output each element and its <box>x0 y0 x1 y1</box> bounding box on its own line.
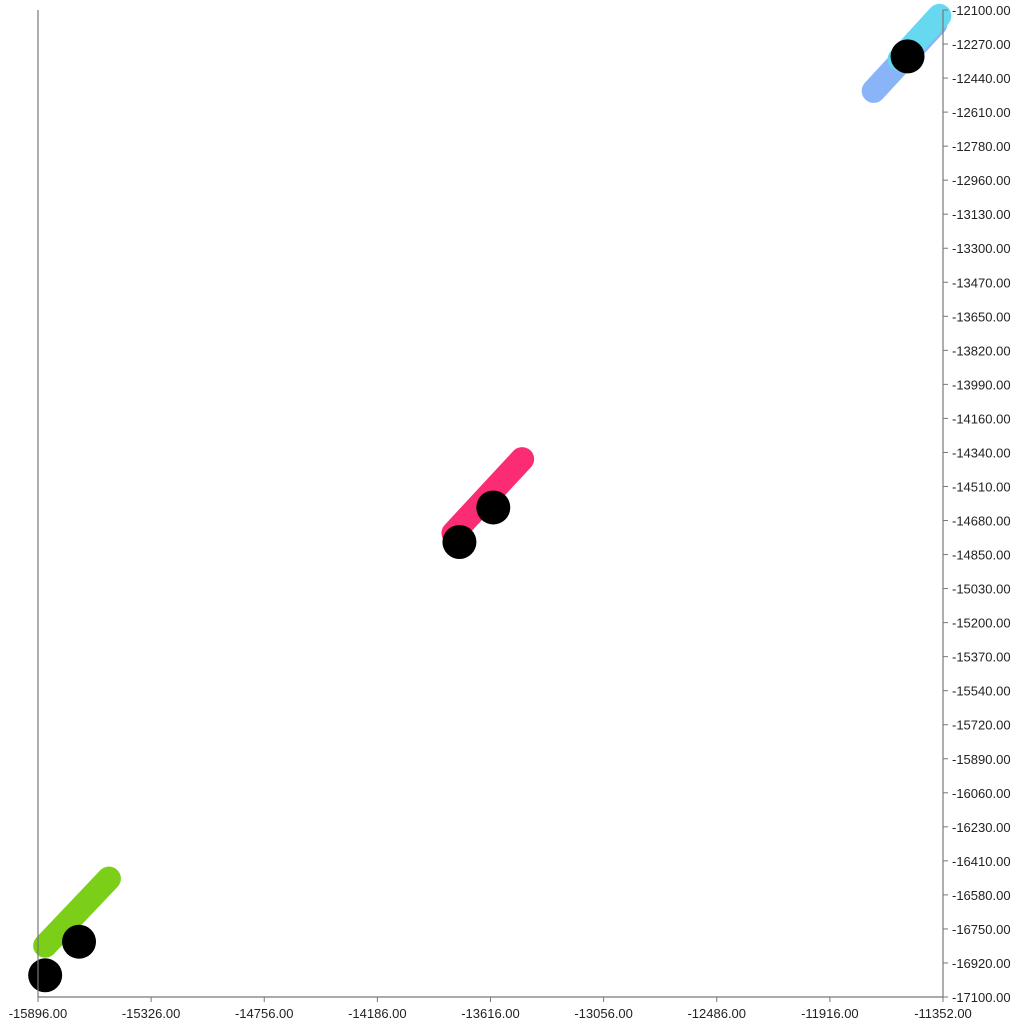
x-tick-label: -11916.00 <box>801 1006 859 1021</box>
y-tick-label: -13470.00 <box>952 275 1011 290</box>
y-tick-label: -15890.00 <box>952 752 1011 767</box>
y-tick-label: -16580.00 <box>952 888 1011 903</box>
y-tick-label: -12440.00 <box>952 71 1011 86</box>
x-tick-label: -13056.00 <box>574 1006 633 1021</box>
y-tick-label: -15370.00 <box>952 650 1011 665</box>
y-tick-label: -15030.00 <box>952 582 1011 597</box>
y-tick-label: -12780.00 <box>952 139 1011 154</box>
y-tick-label: -16920.00 <box>952 956 1011 971</box>
y-tick-label: -12960.00 <box>952 173 1011 188</box>
x-tick-label: -14186.00 <box>348 1006 407 1021</box>
axes: -15896.00 -15326.00 -14756.00 -14186.00 -136… <box>9 3 1011 1021</box>
x-tick-label: -15326.00 <box>122 1006 181 1021</box>
x-tick-label: -13616.00 <box>461 1006 520 1021</box>
series-1-point-1 <box>476 490 511 525</box>
y-tick-label: -13990.00 <box>952 377 1011 392</box>
y-tick-label: -13650.00 <box>952 309 1011 324</box>
series-0-segment-0 <box>33 866 121 958</box>
y-tick-label: -14160.00 <box>952 411 1011 426</box>
y-tick-label: -16410.00 <box>952 854 1011 869</box>
y-tick-label: -12100.00 <box>952 3 1011 18</box>
x-tick-label: -12486.00 <box>687 1006 746 1021</box>
y-tick-label: -15540.00 <box>952 684 1011 699</box>
y-tick-label: -13820.00 <box>952 343 1011 358</box>
y-tick-label: -13300.00 <box>952 241 1011 256</box>
y-tick-label: -14680.00 <box>952 514 1011 529</box>
x-tick-label: -15896.00 <box>9 1006 68 1021</box>
y-tick-label: -13130.00 <box>952 207 1011 222</box>
y-tick-label: -14850.00 <box>952 548 1011 563</box>
y-tick-label: -12610.00 <box>952 105 1011 120</box>
plot-area <box>28 3 952 993</box>
series-3-point-0 <box>890 39 925 74</box>
y-tick-label: -16230.00 <box>952 820 1011 835</box>
y-tick-label: -16060.00 <box>952 786 1011 801</box>
series-1-point-0 <box>442 524 477 559</box>
x-tick-label: -14756.00 <box>235 1006 294 1021</box>
series-0-point-0 <box>28 958 63 993</box>
x-tick-label: -11352.00 <box>914 1006 972 1021</box>
y-tick-label: -14510.00 <box>952 479 1011 494</box>
y-tick-label: -12270.00 <box>952 37 1011 52</box>
y-tick-label: -15200.00 <box>952 616 1011 631</box>
y-tick-label: -15720.00 <box>952 718 1011 733</box>
y-tick-label: -16750.00 <box>952 922 1011 937</box>
series-0-point-1 <box>62 924 97 959</box>
y-tick-label: -17100.00 <box>952 990 1011 1005</box>
y-tick-label: -14340.00 <box>952 445 1011 460</box>
